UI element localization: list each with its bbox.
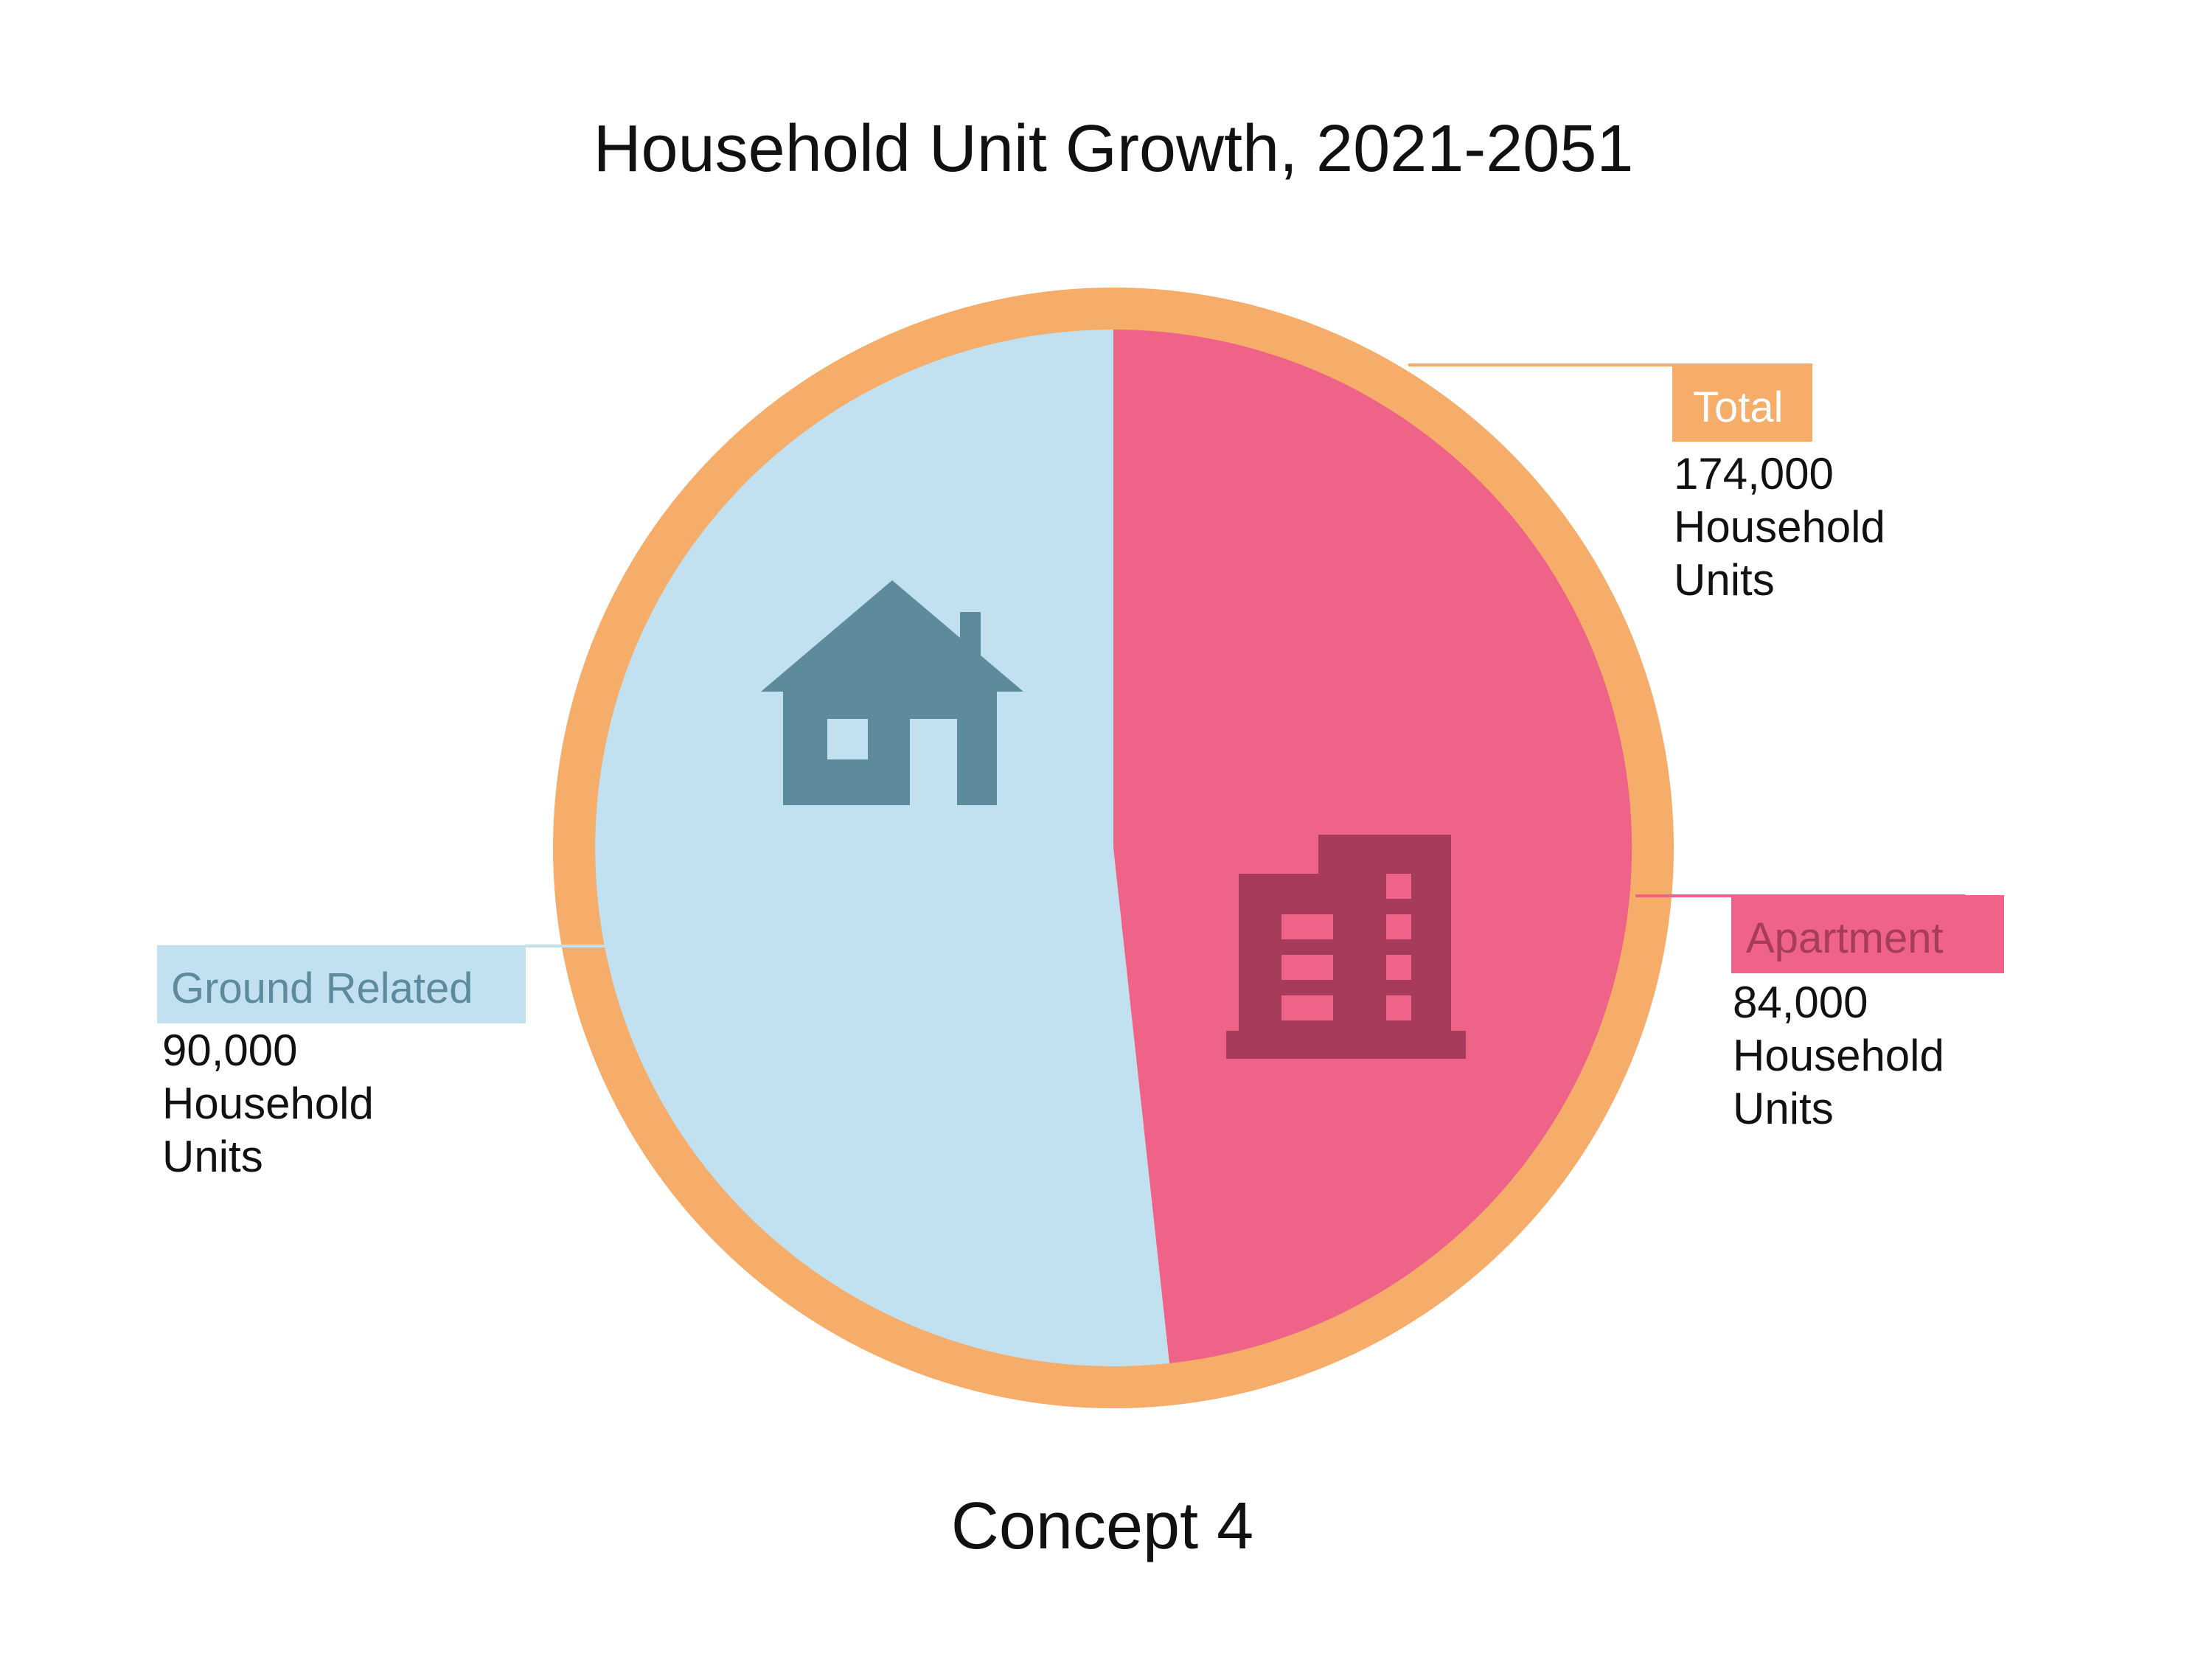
apartment-unit-line-2: Units bbox=[1733, 1084, 1834, 1133]
total-tag bbox=[1672, 364, 1812, 442]
apartment-tag-label: Apartment bbox=[1746, 914, 1944, 962]
ground-related-tag-label: Ground Related bbox=[171, 964, 473, 1012]
apartment-value: 84,000 bbox=[1733, 978, 1868, 1027]
total-callout: Total 174,000 Household Units bbox=[1408, 364, 1885, 605]
apartment-building-icon bbox=[1226, 835, 1466, 1059]
ground-related-callout: Ground Related 90,000 Household Units bbox=[157, 945, 611, 1181]
ground-related-value: 90,000 bbox=[162, 1026, 298, 1075]
pie-slice-ground-related bbox=[595, 330, 1169, 1366]
total-unit-line-2: Units bbox=[1674, 555, 1775, 605]
apartment-unit-line-1: Household bbox=[1733, 1031, 1944, 1080]
apartment-callout: Apartment 84,000 Household Units bbox=[1635, 894, 2004, 1133]
ground-related-unit-line-1: Household bbox=[162, 1079, 374, 1128]
ground-related-tag bbox=[157, 945, 526, 1023]
chart-title: Household Unit Growth, 2021-2051 bbox=[594, 112, 1634, 186]
total-value: 174,000 bbox=[1674, 449, 1834, 498]
ground-related-unit-line-2: Units bbox=[162, 1132, 263, 1181]
chart-subtitle: Concept 4 bbox=[951, 1489, 1253, 1563]
total-unit-line-1: Household bbox=[1674, 502, 1885, 552]
total-tag-label: Total bbox=[1693, 383, 1784, 431]
house-icon bbox=[761, 580, 1023, 805]
apartment-tag bbox=[1731, 895, 2004, 973]
